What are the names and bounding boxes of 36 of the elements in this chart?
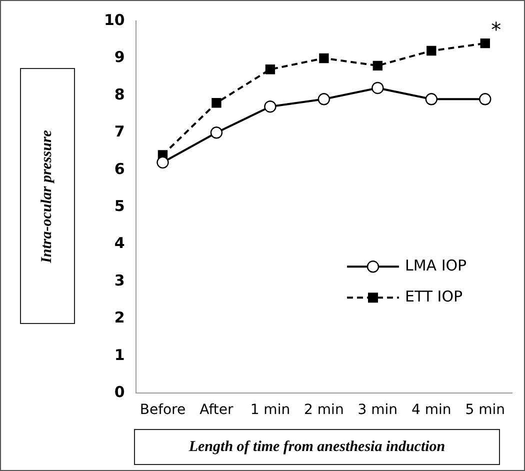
y-tick-label: 7: [114, 122, 125, 141]
x-axis-title: Length of time from anesthesia induction: [134, 429, 500, 465]
y-tick-label: 5: [114, 196, 125, 215]
x-tick-label: 1 min: [250, 402, 290, 418]
x-tick-label: 5 min: [465, 402, 506, 418]
y-tick-label: 10: [104, 10, 125, 29]
point: [210, 126, 223, 139]
point: [425, 93, 438, 106]
y-tick-label: 9: [114, 48, 125, 66]
point: [426, 46, 436, 56]
point: [372, 82, 384, 94]
point: [264, 100, 276, 113]
y-tick-label: 8: [114, 85, 125, 104]
point: [212, 98, 222, 108]
y-tick-label: 3: [114, 271, 125, 290]
point: [479, 93, 492, 106]
y-tick-label: 2: [114, 308, 125, 327]
x-tick-label: 2 min: [304, 402, 344, 418]
annotation: *: [491, 18, 502, 42]
point: [372, 60, 383, 71]
y-tick-label: 1: [114, 346, 125, 364]
point: [265, 64, 276, 74]
point: [156, 156, 169, 169]
x-tick-label: 3 min: [358, 402, 398, 418]
point: [319, 53, 329, 64]
x-tick-label: 4 min: [412, 402, 452, 418]
legend-label: LMA IOP: [405, 256, 467, 275]
y-tick-label: 0: [114, 383, 125, 402]
y-tick-label: 4: [114, 234, 125, 252]
y-tick-label: 6: [114, 160, 125, 178]
x-tick-label: After: [200, 402, 234, 418]
point: [480, 38, 490, 48]
x-tick-label: Before: [140, 402, 186, 418]
legend-label: ETT IOP: [405, 288, 463, 306]
point: [318, 93, 330, 106]
y-axis-title: Intra-ocular pressure: [39, 130, 56, 262]
